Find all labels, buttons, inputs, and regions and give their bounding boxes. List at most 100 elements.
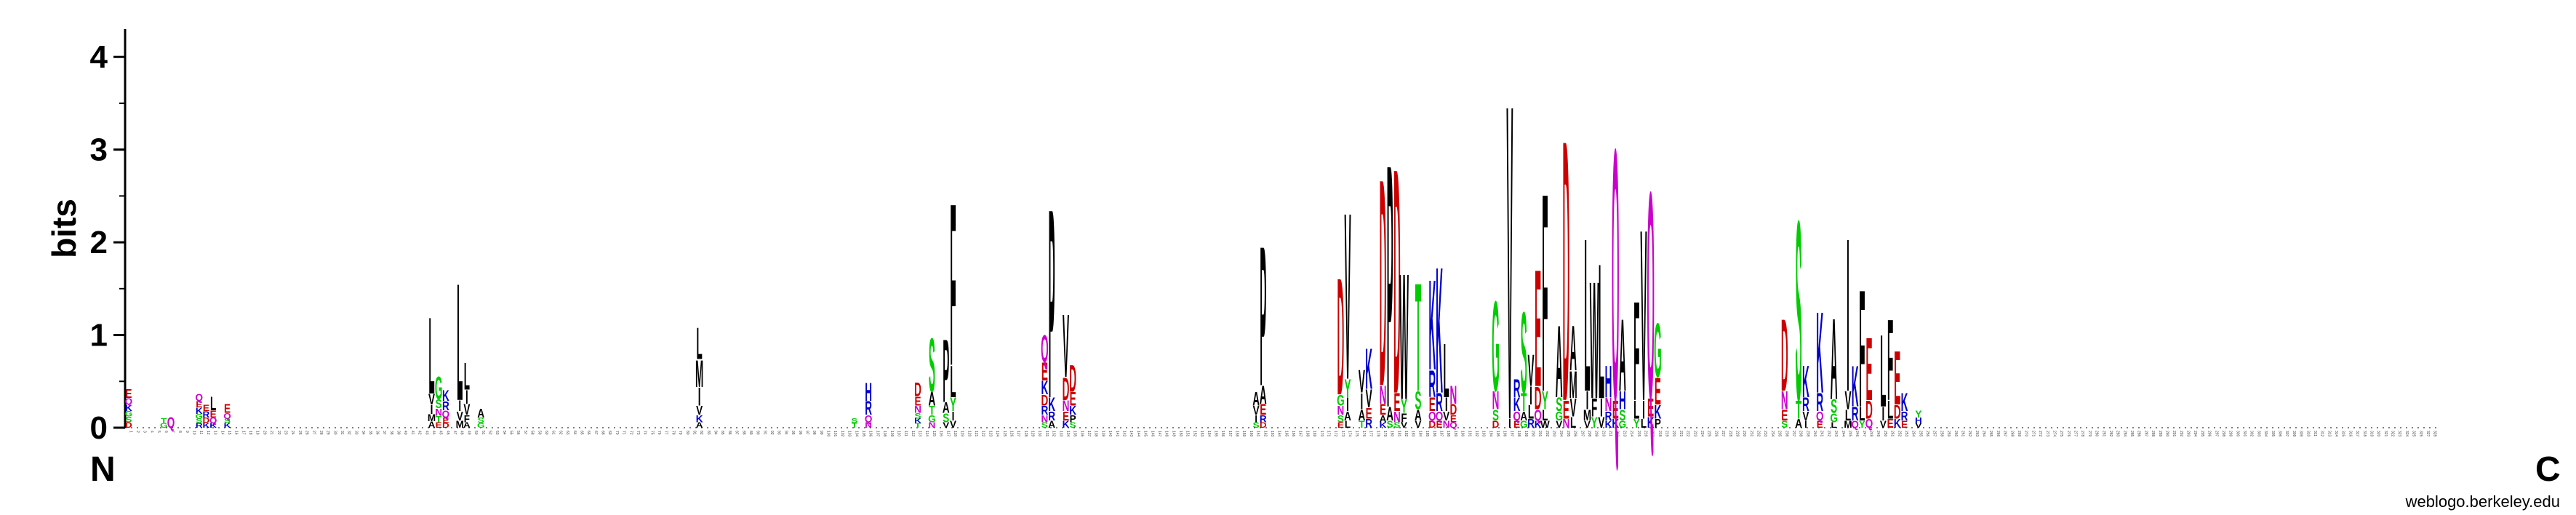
position-label: 277: [2073, 431, 2078, 437]
residue-letter: R: [1513, 374, 1521, 403]
position-label: 243: [1833, 431, 1838, 437]
position-label: 69: [607, 431, 612, 435]
residue-letter: F: [1859, 255, 1865, 442]
residue-letter: D: [1563, 62, 1570, 479]
position-label: 125: [1002, 431, 1007, 437]
position-label: 212: [1615, 431, 1620, 437]
position-label: 195: [1495, 431, 1500, 437]
position-label: 198: [1516, 431, 1521, 437]
position-label: 74: [643, 431, 647, 435]
position-label: 208: [1587, 431, 1591, 437]
residue-letter: L: [1887, 396, 1893, 425]
residue-letter: I: [431, 403, 433, 417]
residue-letter: D: [1337, 242, 1344, 430]
residue-letter: L: [1528, 402, 1534, 423]
stack-position-250: VIL: [1880, 314, 1887, 430]
position-label: 175: [1354, 431, 1359, 437]
residue-letter: G: [1619, 418, 1627, 430]
residue-letter: N: [865, 420, 872, 429]
stack-position-104: TS: [851, 418, 857, 430]
residue-letter: K: [125, 403, 132, 413]
position-label: 258: [1939, 431, 1943, 437]
residue-letter: N: [1563, 417, 1570, 431]
position-label: 235: [1777, 431, 1782, 437]
residue-letter: S: [224, 418, 231, 425]
residue-letter: V: [1401, 420, 1408, 429]
position-label: 320: [2376, 431, 2380, 437]
position-label: 126: [1009, 431, 1013, 437]
position-label: 44: [431, 431, 436, 435]
residue-letter: I: [1882, 404, 1885, 425]
position-label: 192: [1474, 431, 1479, 437]
residue-letter: L: [1845, 407, 1851, 424]
position-label: 290: [2164, 431, 2169, 437]
residue-letter: K: [1605, 418, 1612, 430]
position-label: 270: [2024, 431, 2028, 437]
position-label: 215: [1636, 431, 1641, 437]
residue-letter: K: [914, 418, 922, 425]
position-label: 93: [777, 431, 781, 435]
position-label: 153: [1199, 431, 1204, 437]
residue-letter: E: [1260, 401, 1266, 418]
position-label: 247: [1862, 431, 1866, 437]
residue-letter: N: [1041, 412, 1049, 424]
residue-letter: G: [195, 413, 203, 420]
residue-letter: R: [1527, 417, 1535, 431]
position-label: 310: [2305, 431, 2310, 437]
position-label: 109: [889, 431, 894, 437]
position-label: 179: [1383, 431, 1387, 437]
position-label: 4: [149, 431, 153, 433]
residue-letter: K: [1802, 356, 1809, 407]
residue-letter: Y: [1542, 386, 1548, 415]
position-label: 111: [903, 431, 908, 436]
position-label: 79: [678, 431, 682, 435]
residue-letter: V: [1556, 418, 1563, 430]
position-label: 21: [269, 431, 273, 435]
residue-letter: Q: [1428, 410, 1436, 423]
residue-letter: Y: [950, 394, 956, 415]
position-label: 260: [1953, 431, 1958, 437]
residue-letter: K: [442, 387, 449, 404]
residue-letter: N: [1393, 408, 1401, 426]
residue-letter: G: [1555, 410, 1563, 423]
y-tick-label: 1: [90, 318, 108, 354]
position-label: 28: [319, 431, 323, 435]
residue-letter: D: [1063, 370, 1070, 407]
position-label: 20: [262, 431, 266, 435]
position-label: 210: [1601, 431, 1605, 437]
position-label: 94: [783, 431, 788, 435]
position-label: 157: [1228, 431, 1232, 437]
position-label: 219: [1665, 431, 1669, 437]
position-label: 261: [1960, 431, 1964, 437]
residue-letter: T: [1359, 418, 1365, 430]
position-label: 291: [2172, 431, 2176, 437]
residue-letter: I: [1642, 396, 1645, 425]
residue-letter: Q: [1816, 410, 1824, 423]
residue-letter: S: [1337, 412, 1344, 424]
residue-letter: Y: [1633, 417, 1640, 431]
residue-letter: P: [943, 320, 949, 421]
position-label: 147: [1157, 431, 1161, 437]
stack-position-246: QRK: [1851, 355, 1859, 430]
position-label: 250: [1883, 431, 1887, 437]
residue-letter: S: [929, 322, 935, 409]
residue-letter: M: [1583, 407, 1591, 424]
position-label: 37: [382, 431, 386, 435]
position-label: 78: [671, 431, 675, 435]
residue-letter: E: [436, 420, 442, 429]
position-label: 213: [1622, 431, 1626, 437]
residue-letter: A: [1520, 410, 1527, 423]
residue-letter: E: [203, 403, 209, 413]
position-label: 12: [206, 431, 210, 435]
residue-letter: M: [428, 412, 436, 423]
position-label: 63: [565, 431, 569, 435]
residue-letter: G: [435, 370, 443, 406]
